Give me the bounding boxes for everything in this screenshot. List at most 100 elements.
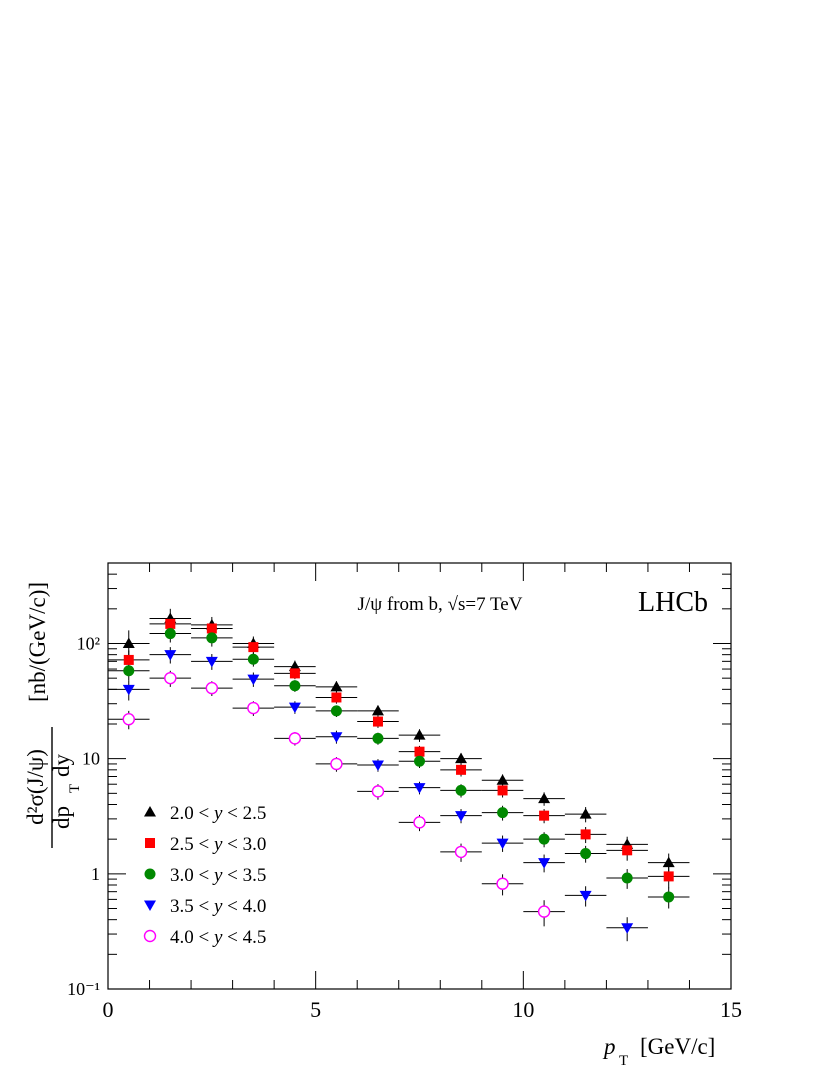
y-axis-label-denominator: dp T dy <box>49 754 83 830</box>
data-point <box>496 774 509 785</box>
y-axis-label-unit: [nb/(GeV/c)] <box>25 582 50 702</box>
data-point <box>164 650 177 661</box>
data-point <box>164 671 177 685</box>
data-point <box>289 680 301 692</box>
data-point <box>496 838 509 850</box>
y-axis-label: d²σ(J/ψ) dp T dy [nb/(GeV/c)] <box>23 582 83 848</box>
y-tick-label: 10 <box>82 749 100 769</box>
legend-label: 4.0 < y < 4.5 <box>170 927 266 948</box>
data-point <box>621 872 633 884</box>
error-bars <box>108 608 690 942</box>
data-point <box>122 637 135 648</box>
data-point <box>662 856 675 868</box>
data-point <box>414 755 425 767</box>
x-axis-label-symbol: p <box>602 1034 616 1059</box>
data-markers <box>122 612 675 934</box>
experiment-label: LHCb <box>638 587 708 618</box>
data-point <box>663 891 675 903</box>
y-tick-label: 10⁻¹ <box>67 979 100 999</box>
legend-label: 2.0 < y < 2.5 <box>170 803 266 824</box>
data-point <box>206 623 217 634</box>
data-point <box>123 665 135 677</box>
data-point <box>123 654 134 665</box>
data-point <box>455 752 468 764</box>
data-point <box>455 811 468 822</box>
data-point <box>622 845 633 856</box>
data-point <box>414 746 425 757</box>
data-point <box>538 833 550 845</box>
legend-marker <box>144 900 156 911</box>
data-point <box>413 816 426 829</box>
data-point <box>456 764 467 775</box>
data-point <box>455 784 467 796</box>
data-point <box>247 653 259 665</box>
plot-frame <box>107 562 732 990</box>
legend-label: 2.5 < y < 3.0 <box>170 834 266 855</box>
data-point <box>579 890 592 902</box>
legend-marker <box>145 838 155 848</box>
data-point <box>538 792 551 804</box>
data-point <box>206 632 218 644</box>
x-tick-label: 0 <box>103 997 114 1022</box>
data-point <box>330 757 343 771</box>
data-point <box>164 628 176 640</box>
data-point <box>497 807 509 819</box>
data-point <box>413 783 426 794</box>
x-tick-label: 10 <box>512 997 534 1022</box>
legend-marker <box>143 929 157 943</box>
data-point <box>205 681 219 695</box>
svg-text:dy: dy <box>49 754 74 778</box>
x-axis-label-unit: [GeV/c] <box>640 1034 715 1059</box>
x-axis-label: p T [GeV/c] <box>602 1034 715 1069</box>
data-point <box>248 642 259 653</box>
data-point <box>289 668 300 679</box>
data-point <box>247 674 260 686</box>
legend-label: 3.5 < y < 4.0 <box>170 896 266 917</box>
data-point <box>580 848 592 860</box>
data-point <box>330 680 343 692</box>
data-point <box>372 716 383 727</box>
data-point <box>413 729 426 740</box>
data-point <box>205 656 218 668</box>
data-point <box>579 808 592 819</box>
data-point <box>371 785 385 798</box>
data-point <box>496 877 509 890</box>
data-point <box>663 871 674 882</box>
y-axis-label-numerator: d²σ(J/ψ) <box>23 749 48 825</box>
data-point <box>454 845 468 859</box>
data-point <box>537 905 551 918</box>
plot-area <box>107 562 732 990</box>
data-point <box>371 704 384 716</box>
legend-label: 3.0 < y < 3.5 <box>170 865 266 886</box>
axis-ticks <box>107 562 732 990</box>
data-point <box>539 810 550 821</box>
y-tick-label: 10² <box>77 633 100 653</box>
data-point <box>122 684 135 696</box>
x-tick-label: 15 <box>720 997 742 1022</box>
data-point <box>331 692 342 703</box>
data-point <box>621 923 634 934</box>
tick-labels: 0 5 10 15 10⁻¹ 1 10 10² <box>67 633 742 1022</box>
data-point <box>165 618 176 629</box>
data-point <box>288 732 302 745</box>
legend-marker <box>144 868 156 880</box>
svg-text:T: T <box>67 784 83 793</box>
legend-marker <box>144 806 156 817</box>
data-point <box>330 732 343 743</box>
data-point <box>247 701 260 715</box>
data-point <box>538 858 551 869</box>
data-point <box>580 829 591 840</box>
data-point <box>497 785 508 796</box>
annotation: J/ψ from b, √s=7 TeV <box>358 594 523 615</box>
x-tick-label: 5 <box>310 997 321 1022</box>
data-point <box>288 702 301 714</box>
y-tick-label: 1 <box>91 864 100 884</box>
data-point <box>330 705 342 717</box>
x-axis-label-sub: T <box>619 1053 628 1069</box>
legend: 2.0 < y < 2.5 2.5 < y < 3.0 3.0 < y < 3.5 3… <box>143 803 266 948</box>
data-point <box>371 760 384 772</box>
data-point <box>122 713 135 726</box>
data-point <box>372 732 384 744</box>
svg-text:dp: dp <box>49 806 74 829</box>
